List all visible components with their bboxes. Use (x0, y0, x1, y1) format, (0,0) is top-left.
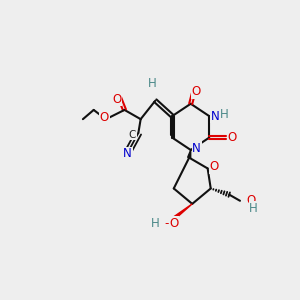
Text: O: O (191, 85, 201, 98)
Text: C: C (129, 130, 136, 140)
Text: N: N (211, 110, 220, 123)
Text: -: - (165, 217, 169, 230)
Text: O: O (246, 194, 255, 207)
Text: O: O (169, 217, 178, 230)
Text: H: H (249, 202, 258, 215)
Text: H: H (148, 77, 157, 90)
Text: O: O (100, 111, 109, 124)
Text: N: N (123, 147, 132, 160)
Polygon shape (170, 204, 192, 222)
Text: N: N (192, 142, 201, 155)
Text: O: O (228, 131, 237, 144)
Text: O: O (112, 93, 122, 106)
Polygon shape (188, 150, 191, 158)
Text: O: O (209, 160, 218, 173)
Text: H: H (151, 217, 160, 230)
Text: H: H (220, 108, 229, 121)
